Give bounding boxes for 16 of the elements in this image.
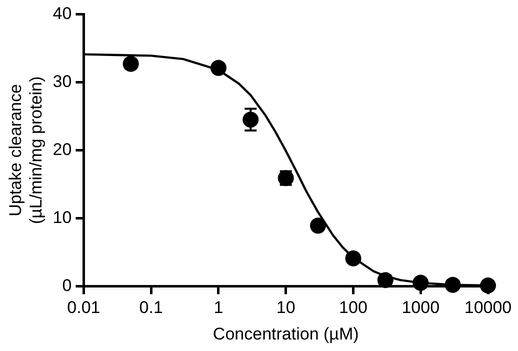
y-tick-label: 10 (52, 208, 72, 227)
y-tick-label: 40 (52, 4, 72, 23)
y-axis-title: Uptake clearance (µL/min/mg protein) (6, 76, 46, 224)
y-tick-label: 20 (52, 140, 72, 159)
x-axis-title: Concentration (µM) (212, 324, 359, 344)
x-tick-label: 10 (276, 298, 296, 318)
y-tick-label: 0 (62, 276, 72, 295)
point (310, 218, 326, 234)
x-tick-label: 1000 (402, 298, 440, 318)
x-tick-label: 0.01 (67, 298, 100, 318)
x-tick-label: 1 (214, 298, 224, 318)
y-tick-label: 30 (52, 72, 72, 91)
point (480, 278, 496, 294)
x-tick-label: 0.1 (139, 298, 163, 318)
x-tick-label: 100 (339, 298, 368, 318)
x-tick-label: 10000 (464, 298, 512, 318)
